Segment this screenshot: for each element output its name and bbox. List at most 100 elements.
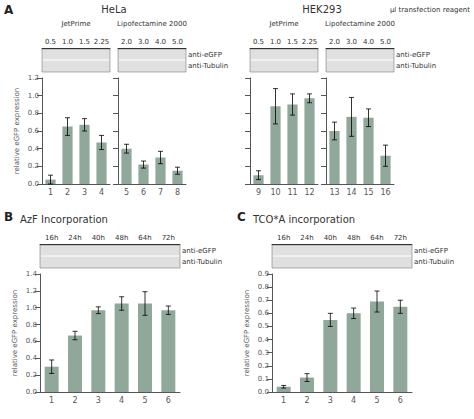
svg-text:3: 3: [328, 396, 333, 405]
svg-text:64h: 64h: [138, 234, 151, 242]
svg-text:40h: 40h: [324, 234, 337, 242]
svg-text:1.5: 1.5: [287, 38, 298, 46]
svg-text:1.5: 1.5: [79, 38, 90, 46]
svg-text:1.2: 1.2: [28, 74, 39, 82]
svg-text:HeLa: HeLa: [101, 4, 126, 15]
svg-text:1: 1: [281, 396, 286, 405]
svg-text:1.4: 1.4: [26, 270, 38, 278]
svg-text:0.0: 0.0: [26, 388, 37, 396]
svg-text:5: 5: [124, 188, 129, 197]
svg-text:relative eGFP expression: relative eGFP expression: [13, 88, 21, 175]
svg-text:1.0: 1.0: [28, 92, 39, 100]
svg-text:48h: 48h: [347, 234, 360, 242]
svg-text:1: 1: [49, 396, 54, 405]
svg-text:C: C: [237, 210, 246, 224]
svg-text:0.1: 0.1: [258, 375, 269, 383]
svg-text:2.0: 2.0: [121, 38, 132, 46]
svg-text:0.4: 0.4: [258, 336, 270, 344]
svg-text:24h: 24h: [300, 234, 313, 242]
svg-text:anti-Tubulin: anti-Tubulin: [414, 258, 454, 266]
svg-text:anti-eGFP: anti-eGFP: [182, 247, 216, 255]
svg-text:0.0: 0.0: [258, 388, 269, 396]
svg-text:0.6: 0.6: [258, 309, 270, 317]
svg-text:anti-eGFP: anti-eGFP: [188, 51, 222, 59]
svg-text:0.5: 0.5: [253, 38, 264, 46]
svg-text:12: 12: [304, 188, 314, 197]
svg-text:3: 3: [96, 396, 101, 405]
svg-text:TCO*A incorporation: TCO*A incorporation: [252, 214, 355, 225]
svg-text:24h: 24h: [68, 234, 81, 242]
svg-text:0.8: 0.8: [26, 321, 37, 329]
svg-text:72h: 72h: [162, 234, 175, 242]
svg-text:Lipofectamine 2000: Lipofectamine 2000: [325, 20, 395, 28]
svg-text:3: 3: [82, 188, 87, 197]
svg-text:A: A: [4, 3, 14, 17]
svg-text:0.4: 0.4: [28, 145, 40, 153]
svg-text:AzF Incorporation: AzF Incorporation: [20, 214, 108, 225]
svg-text:7: 7: [158, 188, 163, 197]
svg-text:0.8: 0.8: [28, 109, 39, 117]
svg-text:72h: 72h: [394, 234, 407, 242]
svg-text:0.5: 0.5: [45, 38, 56, 46]
svg-text:0.2: 0.2: [26, 371, 37, 379]
svg-text:15: 15: [363, 188, 373, 197]
svg-text:relative eGFP expression: relative eGFP expression: [243, 290, 251, 377]
svg-text:16: 16: [380, 188, 390, 197]
svg-text:8: 8: [175, 188, 180, 197]
svg-text:Lipofectamine 2000: Lipofectamine 2000: [117, 20, 187, 28]
svg-text:2.0: 2.0: [329, 38, 340, 46]
svg-text:3.0: 3.0: [138, 38, 149, 46]
svg-text:16h: 16h: [45, 234, 58, 242]
svg-text:0.7: 0.7: [258, 296, 269, 304]
svg-text:14: 14: [346, 188, 356, 197]
svg-text:µl transfection reagent: µl transfection reagent: [390, 6, 470, 14]
svg-text:5: 5: [142, 396, 147, 405]
svg-text:6: 6: [398, 396, 403, 405]
svg-text:5.0: 5.0: [380, 38, 391, 46]
svg-text:1: 1: [48, 188, 53, 197]
svg-text:JetPrime: JetPrime: [268, 20, 298, 28]
svg-text:4.0: 4.0: [155, 38, 166, 46]
svg-text:0.6: 0.6: [28, 127, 40, 135]
svg-text:4: 4: [351, 396, 356, 405]
svg-text:4: 4: [99, 188, 104, 197]
svg-text:B: B: [4, 210, 13, 224]
svg-text:11: 11: [287, 188, 297, 197]
svg-text:0.6: 0.6: [26, 337, 38, 345]
svg-text:0.5: 0.5: [258, 322, 269, 330]
svg-text:0.8: 0.8: [258, 283, 269, 291]
svg-text:anti-eGFP: anti-eGFP: [414, 247, 448, 255]
svg-text:0.0: 0.0: [28, 180, 39, 188]
svg-text:relative eGFP expression: relative eGFP expression: [11, 290, 19, 377]
svg-text:4: 4: [119, 396, 124, 405]
svg-text:2: 2: [304, 396, 309, 405]
svg-text:0.4: 0.4: [26, 354, 38, 362]
svg-text:1.0: 1.0: [270, 38, 281, 46]
svg-text:0.3: 0.3: [258, 349, 269, 357]
svg-text:6: 6: [141, 188, 146, 197]
svg-text:HEK293: HEK293: [302, 4, 341, 15]
svg-text:anti-Tubulin: anti-Tubulin: [396, 62, 436, 70]
svg-text:10: 10: [270, 188, 280, 197]
svg-text:0.2: 0.2: [28, 162, 39, 170]
svg-text:anti-Tubulin: anti-Tubulin: [182, 258, 222, 266]
svg-text:0.2: 0.2: [258, 362, 269, 370]
svg-text:0.9: 0.9: [258, 270, 269, 278]
svg-text:3.0: 3.0: [346, 38, 357, 46]
svg-text:13: 13: [329, 188, 339, 197]
svg-text:48h: 48h: [115, 234, 128, 242]
svg-text:1.0: 1.0: [62, 38, 73, 46]
svg-text:1.0: 1.0: [26, 304, 37, 312]
svg-text:40h: 40h: [92, 234, 105, 242]
svg-text:1.2: 1.2: [26, 287, 37, 295]
svg-text:2.25: 2.25: [302, 38, 318, 46]
svg-text:2.25: 2.25: [94, 38, 110, 46]
svg-text:6: 6: [166, 396, 171, 405]
svg-text:2: 2: [72, 396, 77, 405]
svg-text:2: 2: [65, 188, 70, 197]
svg-text:5: 5: [374, 396, 379, 405]
svg-text:16h: 16h: [277, 234, 290, 242]
svg-text:anti-eGFP: anti-eGFP: [396, 51, 430, 59]
svg-text:4.0: 4.0: [363, 38, 374, 46]
svg-text:JetPrime: JetPrime: [60, 20, 90, 28]
